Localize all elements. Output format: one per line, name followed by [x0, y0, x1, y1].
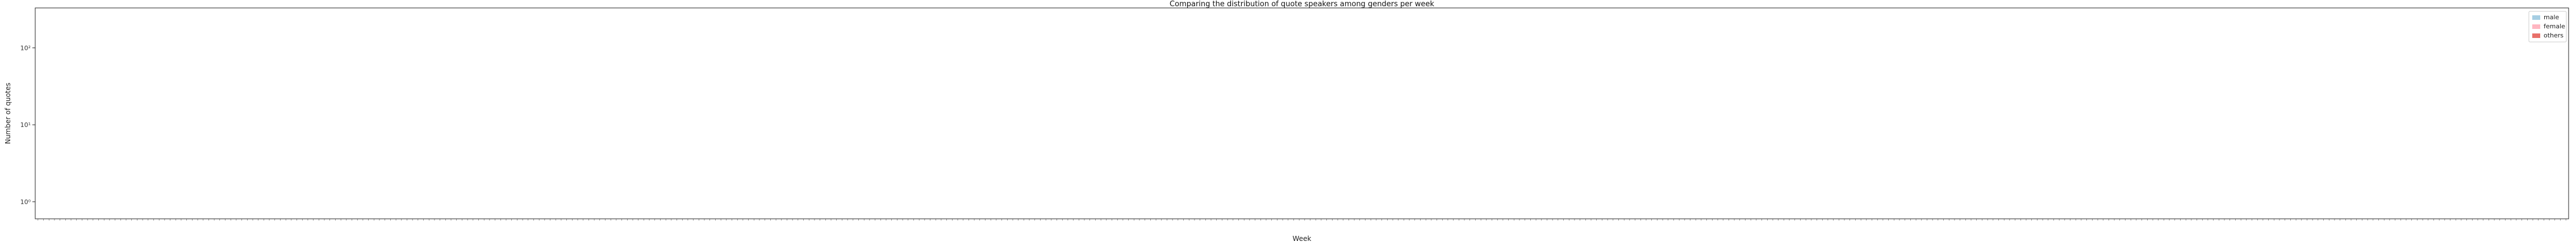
- y-tick-label: 10²: [20, 44, 31, 52]
- legend-label-male: male: [2544, 14, 2560, 21]
- x-axis: [37, 219, 2566, 221]
- x-axis-title: Week: [1293, 235, 1312, 243]
- y-axis-title: Number of quotes: [4, 83, 12, 144]
- legend-label-others: others: [2544, 32, 2564, 39]
- y-tick-label: 10¹: [20, 121, 31, 129]
- legend-swatch-others: [2532, 33, 2540, 38]
- y-axis: 10⁰ 10¹ 10²: [20, 44, 35, 206]
- y-tick-label: 10⁰: [20, 198, 31, 206]
- legend: male female others: [2528, 11, 2567, 43]
- plot-frame: [35, 7, 2569, 219]
- legend-swatch-female: [2532, 24, 2540, 29]
- legend-label-female: female: [2544, 23, 2565, 30]
- legend-swatch-male: [2532, 15, 2540, 20]
- chart-title: Comparing the distribution of quote spea…: [1170, 0, 1434, 9]
